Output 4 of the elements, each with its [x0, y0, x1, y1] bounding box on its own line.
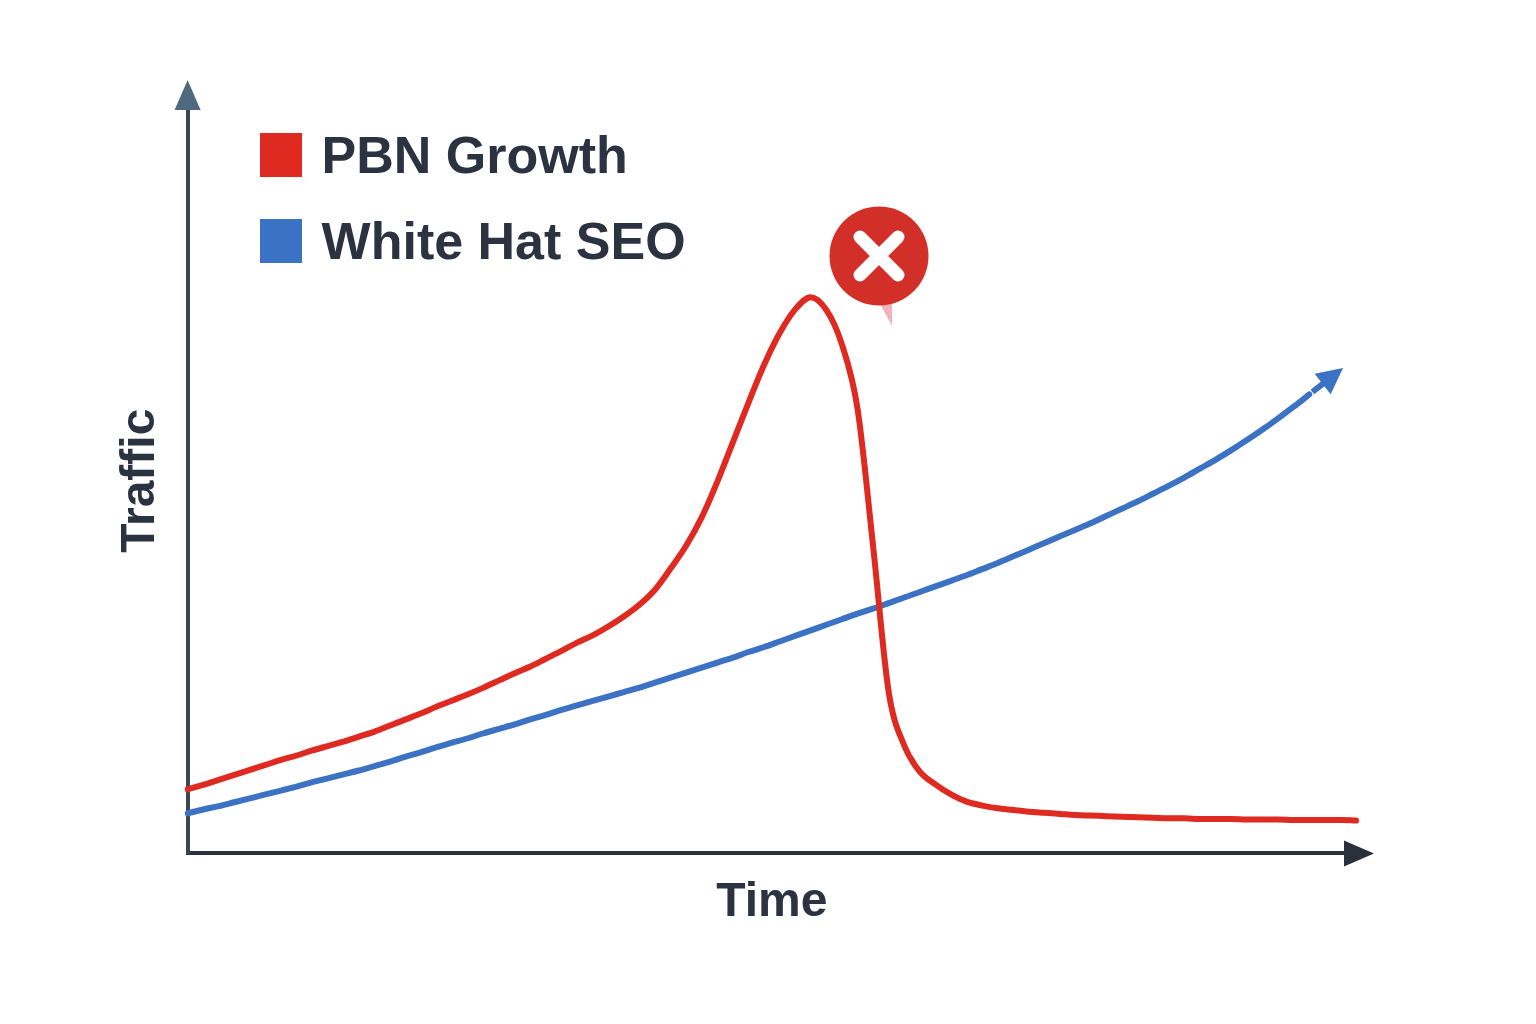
- y-axis-title: Traffic: [111, 408, 165, 553]
- x-axis-title: Time: [716, 873, 828, 927]
- legend-label: White Hat SEO: [321, 212, 686, 270]
- legend-label: PBN Growth: [321, 126, 628, 184]
